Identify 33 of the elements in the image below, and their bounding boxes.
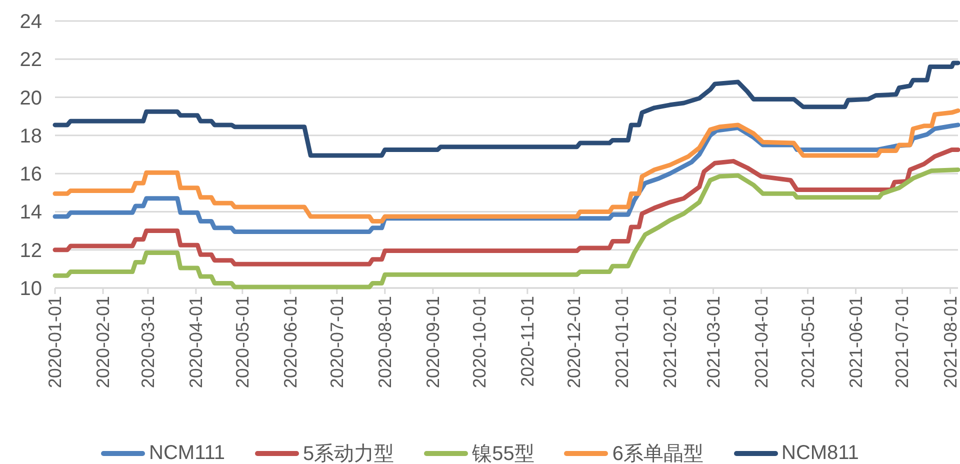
x-tick-label: 2020-07-01 [326,296,347,388]
x-tick-label: 2021-01-01 [612,296,632,388]
x-tick-label: 2020-11-01 [517,296,538,387]
x-tick-label: 2020-08-01 [374,296,395,388]
x-tick-label: 2021-02-01 [660,296,680,388]
y-tick-label: 14 [20,202,42,224]
x-tick-label: 2021-08-01 [940,296,960,388]
x-tick-label: 2021-04-01 [751,296,772,388]
x-tick-label: 2020-01-01 [45,296,65,388]
x-tick-label: 2020-02-01 [93,296,114,388]
x-tick-label: 2021-06-01 [846,296,866,388]
y-tick-label: 16 [20,164,42,186]
x-tick-label: 2020-10-01 [469,296,490,388]
x-tick-label: 2020-04-01 [186,296,206,388]
legend-label: NCM111 [149,442,225,464]
y-tick-label: 18 [20,125,42,148]
x-tick-label: 2021-03-01 [703,296,724,388]
x-tick-label: 2021-07-01 [892,296,912,388]
legend-label: NCM811 [782,442,859,464]
y-tick-label: 20 [20,87,42,110]
legend-label: 镍55型 [472,442,534,464]
x-tick-label: 2021-05-01 [798,296,818,388]
x-tick-label: 2020-05-01 [232,296,252,388]
y-tick-label: 12 [20,240,42,262]
legend-label: 5系动力型 [303,442,394,464]
y-tick-label: 10 [20,278,42,300]
x-tick-label: 2020-06-01 [280,296,300,388]
x-tick-label: 2020-12-01 [564,296,584,388]
x-tick-label: 2020-03-01 [138,296,158,388]
y-tick-label: 24 [20,11,42,33]
legend-label: 6系单晶型 [612,442,704,464]
x-tick-label: 2020-09-01 [422,296,443,388]
y-tick-label: 22 [20,49,42,72]
